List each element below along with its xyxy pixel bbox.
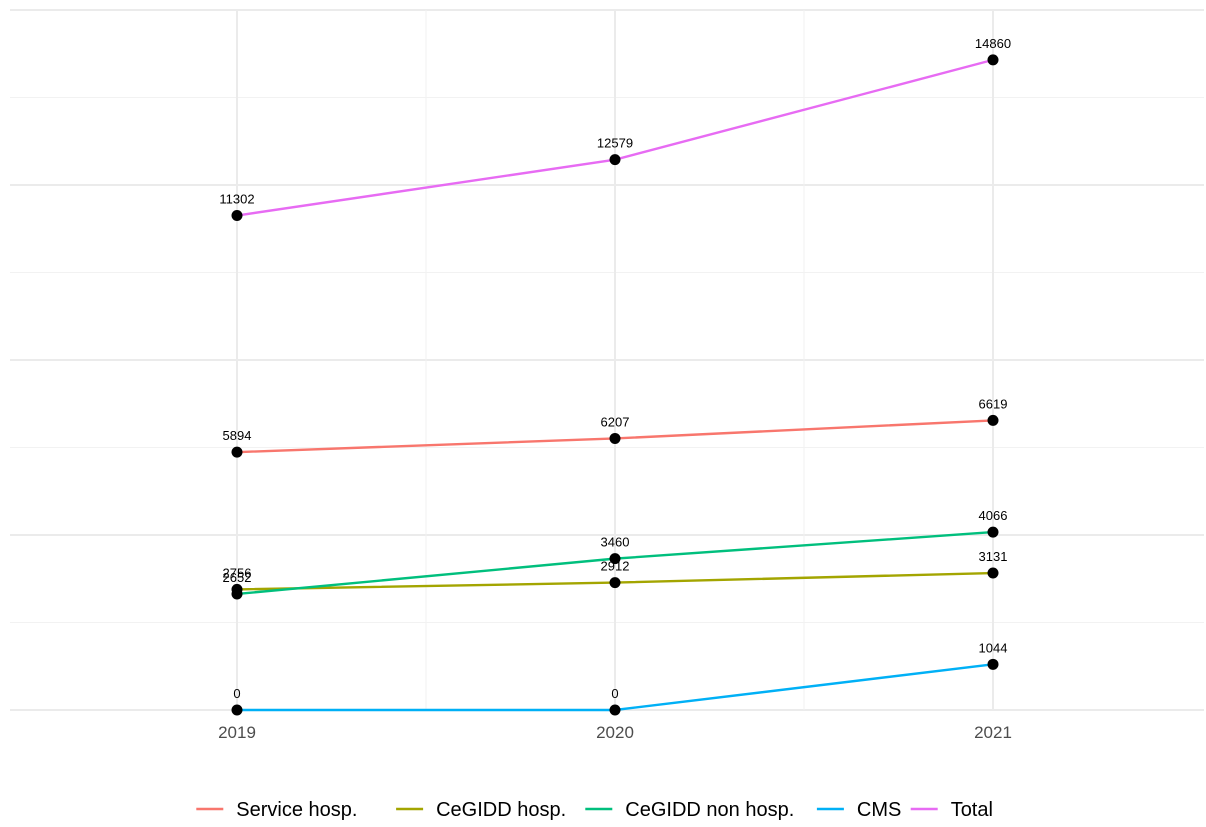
data-label: 12579: [597, 136, 633, 151]
data-labels: 5894 6207 6619 2756 2912 3131 2652 3460 4066 0 0 10…: [219, 36, 1011, 701]
data-point: [609, 577, 621, 589]
data-point: [987, 658, 999, 670]
data-point: [609, 432, 621, 444]
data-point: [231, 588, 243, 600]
legend-label-cegidd-hosp: CeGIDD hosp.: [436, 799, 566, 821]
data-point: [609, 154, 621, 166]
data-label: 2912: [601, 559, 630, 574]
data-points: [231, 54, 999, 716]
data-point: [987, 54, 999, 66]
legend-label-service-hosp: Service hosp.: [236, 799, 357, 821]
data-label: 1044: [979, 640, 1008, 655]
legend-label-cegidd-non-hosp: CeGIDD non hosp.: [625, 799, 794, 821]
legend: Service hosp. CeGIDD hosp. CeGIDD non hosp…: [196, 799, 993, 821]
data-point: [987, 526, 999, 538]
data-point: [609, 553, 621, 565]
data-label: 2652: [223, 570, 252, 585]
data-point: [987, 414, 999, 426]
data-point: [231, 210, 243, 222]
x-tick-label-2020: 2020: [596, 723, 634, 742]
data-label: 0: [611, 686, 618, 701]
legend-label-total: Total: [951, 799, 993, 821]
data-label: 2756: [223, 565, 252, 580]
x-tick-label-2021: 2021: [974, 723, 1012, 742]
data-label: 0: [233, 686, 240, 701]
data-label: 14860: [975, 36, 1011, 51]
data-point: [987, 567, 999, 579]
data-label: 6207: [601, 414, 630, 429]
data-label: 11302: [219, 192, 254, 207]
data-label: 3460: [601, 535, 630, 550]
data-label: 6619: [979, 396, 1008, 411]
grid: [10, 9, 1204, 711]
data-point: [609, 704, 621, 716]
legend-label-cms: CMS: [857, 799, 901, 821]
data-label: 4066: [979, 508, 1008, 523]
data-label: 5894: [223, 428, 252, 443]
data-point: [231, 704, 243, 716]
x-tick-label-2019: 2019: [218, 723, 256, 742]
x-axis-ticks: 2019 2020 2021: [218, 723, 1012, 742]
data-label: 3131: [979, 549, 1008, 564]
data-point: [231, 446, 243, 458]
